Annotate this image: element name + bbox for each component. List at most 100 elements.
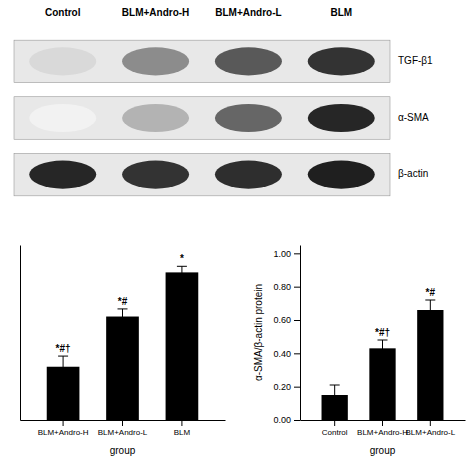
row-label: TGF-β1 — [398, 55, 433, 66]
band — [215, 47, 282, 75]
bar — [417, 310, 443, 420]
x-axis: Control BLM+Andro-HBLM+Andro-L — [301, 420, 466, 437]
x-axis: BLM+Andro-H BLM+Andro-L BLM — [21, 420, 226, 437]
marks — [322, 300, 444, 420]
x-tick: Control — [322, 420, 348, 437]
column-label: BLM+Andro-L — [215, 7, 281, 18]
x-tick: BLM+Andro-H — [357, 420, 408, 437]
error-bar-cap — [177, 266, 187, 267]
y-tick-label: 0.60 — [273, 315, 291, 325]
error-bar-cap — [330, 405, 340, 406]
error-bar-cap — [177, 278, 187, 279]
lane-strip — [14, 153, 390, 195]
y-tick: 1.00 — [273, 249, 300, 259]
annotation: *#† — [56, 343, 71, 354]
band — [122, 47, 189, 75]
error-bar-stem — [334, 385, 335, 405]
x-axis-title: group — [370, 445, 396, 456]
y-tick-label: 0.20 — [273, 382, 291, 392]
annotation: *# — [426, 287, 436, 298]
x-tick-label: BLM — [174, 428, 191, 437]
y-tick: 0.80 — [273, 282, 300, 292]
annotation: *#† — [375, 327, 390, 338]
lane-strip — [14, 97, 390, 139]
y-axis-title: α-SMA/β-actin protein — [253, 284, 264, 381]
x-tick-mark — [430, 420, 431, 426]
y-tick: 0.20 — [273, 382, 300, 392]
x-tick-mark — [181, 420, 182, 426]
y-tick-mark — [294, 253, 300, 254]
bar — [369, 348, 395, 420]
x-tick-label: BLM+Andro-H — [38, 428, 89, 437]
y-tick: 0.40 — [273, 349, 300, 359]
y-tick-mark — [294, 287, 300, 288]
error-bar-cap — [425, 300, 435, 301]
band — [308, 47, 375, 75]
error-bar-cap — [58, 356, 68, 357]
band — [122, 104, 189, 132]
lane-strip — [14, 40, 390, 82]
band — [122, 161, 189, 189]
error-bar — [378, 340, 388, 357]
error-bar-cap — [330, 385, 340, 386]
annotation: *# — [118, 296, 128, 307]
y-axis-line — [20, 246, 21, 421]
y-tick-mark — [294, 320, 300, 321]
band — [29, 161, 96, 189]
y-tick-label: 1.00 — [273, 249, 291, 259]
row-label: β-actin — [398, 168, 428, 179]
error-bar-cap — [118, 324, 128, 325]
x-tick-label: BLM+Andro-L — [406, 428, 456, 437]
column-label: BLM — [330, 7, 352, 18]
error-bar — [177, 266, 187, 278]
x-tick-label: Control — [322, 428, 348, 437]
bar — [106, 317, 139, 420]
bar-chart: 0.00 0.20 0.40 0.60 0.80 1.00 Control BLM+Andro… — [253, 246, 466, 457]
band — [29, 104, 96, 132]
column-label: Control — [45, 7, 81, 18]
error-bar — [58, 356, 68, 377]
x-tick: BLM+Andro-L — [406, 420, 456, 437]
column-label: BLM+Andro-H — [122, 7, 190, 18]
bar — [166, 272, 199, 420]
y-axis: 0.00 0.20 0.40 0.60 0.80 1.00 — [273, 246, 300, 426]
marks — [47, 266, 199, 420]
error-bar-stem — [122, 309, 123, 324]
error-bar — [425, 300, 435, 320]
figure: ControlBLM+Andro-HBLM+Andro-LBLMTGF-β1α-… — [0, 0, 474, 474]
x-tick-mark — [334, 420, 335, 426]
band — [29, 47, 96, 75]
x-axis-title: group — [110, 445, 136, 456]
band — [215, 104, 282, 132]
band — [308, 161, 375, 189]
error-bar-stem — [181, 266, 182, 278]
x-tick-label: BLM+Andro-H — [357, 428, 408, 437]
y-axis-line — [300, 246, 301, 421]
y-tick-mark — [294, 420, 300, 421]
y-tick-mark — [294, 353, 300, 354]
y-tick-mark — [294, 387, 300, 388]
annotation: * — [180, 253, 184, 264]
x-tick-mark — [122, 420, 123, 426]
row-label: α-SMA — [398, 112, 429, 123]
error-bar-cap — [425, 320, 435, 321]
y-axis — [20, 246, 21, 421]
error-bar-stem — [63, 356, 64, 377]
error-bar-cap — [378, 340, 388, 341]
y-tick: 0.60 — [273, 315, 300, 325]
x-tick: BLM+Andro-L — [98, 420, 148, 437]
y-tick-label: 0.00 — [273, 415, 291, 425]
error-bar — [118, 309, 128, 324]
band — [215, 161, 282, 189]
x-tick-mark — [63, 420, 64, 426]
x-tick-label: BLM+Andro-L — [98, 428, 148, 437]
y-tick-label: 0.40 — [273, 349, 291, 359]
bar-chart: BLM+Andro-H BLM+Andro-L BLM *#† *# * group — [21, 246, 226, 457]
x-tick: BLM+Andro-H — [38, 420, 89, 437]
x-tick: BLM — [174, 420, 191, 437]
error-bar-stem — [430, 300, 431, 320]
error-bar-cap — [378, 356, 388, 357]
y-tick: 0.00 — [273, 415, 300, 425]
western-blot: Control BLM+Andro-H BLM+Andro-L BLM TGF-β1 α-… — [14, 7, 433, 196]
y-tick-label: 0.80 — [273, 282, 291, 292]
